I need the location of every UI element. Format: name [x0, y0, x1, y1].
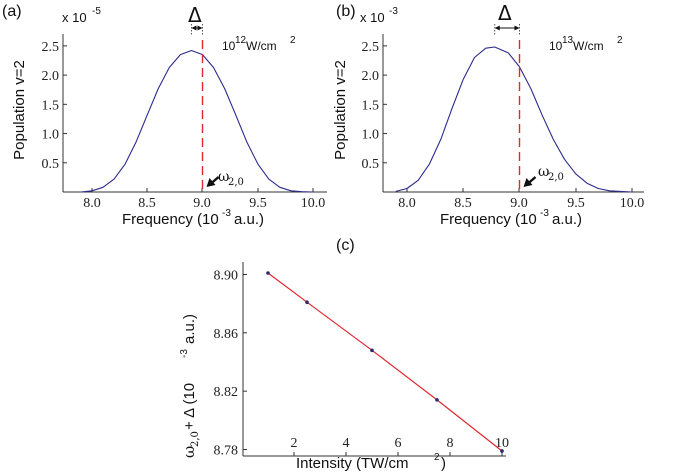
panel-a-intensity-unit: W/cm: [246, 39, 277, 53]
panel-a-scale-exp: -5: [92, 6, 101, 17]
panel-b-scale-note: x 10 -3: [360, 6, 398, 25]
panel-b-xlabel-exp: -3: [540, 208, 549, 219]
panel-b-plot: 8.0 8.5 9.0 9.5 10.0 0.5 1.0 1.5 2.0 2.5: [362, 24, 645, 211]
panel-b-omega-label: ω 2,0: [538, 164, 564, 183]
panel-a-plot: 8.0 8.5 9.0 9.5 10.0 0.5 1.0 1.5 2.0 2.5: [42, 24, 327, 211]
panel-c: (c) 2 4 6 8 10 8.78 8.82 8.86 8.90 Intensity (TW…: [179, 237, 509, 472]
panel-b-xtick-label: 9.5: [567, 196, 585, 211]
panel-c-ylabel-mid: + Δ (10: [181, 383, 198, 430]
panel-b-delta-label: Δ: [498, 1, 512, 25]
panel-b-intensity-base: 10: [549, 39, 563, 53]
panel-b-intensity-label: 10 13 W/cm 2: [549, 35, 623, 53]
panel-c-data-point: [266, 271, 270, 275]
panel-c-ytick-label: 8.82: [214, 385, 239, 400]
panel-b-ytick-label: 2.0: [362, 69, 380, 84]
panel-b-label: (b): [336, 3, 356, 20]
panel-a-xtick-label: 9.0: [193, 196, 211, 211]
panel-b-delta-arrow-left: [494, 25, 500, 31]
panel-c-ylabel-omega: ω: [180, 446, 198, 458]
panel-c-xtick-label: 6: [395, 436, 402, 451]
panel-a-xlabel-exp: -3: [222, 208, 231, 219]
panel-a-ylabel: Population v=2: [11, 60, 28, 160]
panel-b-xlabel-post: a.u.): [552, 211, 582, 228]
panel-c-xtick-label: 10: [495, 436, 509, 451]
panel-a: (a) x 10 -5 8.0 8.5 9.0 9.5 10.0 0.5 1.0 1.5 2.0…: [2, 3, 327, 228]
panel-b: (b) x 10 -3 8.0 8.5 9.0 9.5 10.0 0.5 1.0 1.5 2.0…: [332, 1, 644, 228]
panel-c-ytick-label: 8.90: [214, 269, 239, 284]
panel-c-ytick-label: 8.78: [214, 444, 239, 459]
panel-c-data-point: [500, 449, 504, 453]
panel-b-omega: ω: [538, 164, 549, 180]
panel-a-scale-note: x 10 -5: [62, 6, 101, 25]
panel-a-curve: [80, 49, 314, 193]
panel-c-xlabel-pre: Intensity (TW/cm: [296, 455, 409, 472]
panel-b-ylabel: Population v=2: [332, 60, 349, 160]
panel-a-xtick-label: 9.5: [249, 196, 267, 211]
panel-b-curve: [395, 46, 633, 193]
panel-c-ylabel-exp: -3: [179, 349, 190, 358]
panel-a-ytick-label: 2.5: [42, 40, 60, 55]
panel-c-xlabel-post: ): [441, 455, 446, 472]
panel-b-ytick-label: 1.5: [362, 98, 380, 113]
panel-c-xlabel: Intensity (TW/cm 2 ): [296, 452, 446, 472]
panel-c-xtick-label: 4: [343, 436, 350, 451]
panel-c-data-point: [435, 398, 439, 402]
panel-b-ytick-label: 2.5: [362, 40, 380, 55]
panel-a-xlabel-post: a.u.): [234, 211, 264, 228]
panel-b-xlabel-pre: Frequency (10: [440, 211, 537, 228]
panel-a-intensity-label: 10 12 W/cm 2: [222, 35, 296, 53]
panel-c-ylabel: ω 2,0 + Δ (10 -3 a.u.): [179, 314, 201, 458]
panel-a-xtick-label: 10.0: [301, 196, 326, 211]
panel-c-data-point: [305, 300, 309, 305]
panel-b-intensity-unit-exp: 2: [617, 35, 623, 46]
panel-b-scale-exp: -3: [389, 6, 398, 17]
panel-b-xlabel: Frequency (10 -3 a.u.): [440, 208, 582, 228]
panel-a-omega-sub: 2,0: [228, 177, 244, 188]
panel-a-omega-label: ω 2,0: [218, 169, 244, 188]
panel-a-xlabel: Frequency (10 -3 a.u.): [122, 208, 264, 228]
panel-a-xtick-label: 8.5: [138, 196, 156, 211]
panel-a-delta-arrow-left: [191, 25, 197, 31]
panel-b-intensity-exp: 13: [562, 35, 574, 46]
panel-a-xtick-label: 8.0: [83, 196, 101, 211]
panel-a-scale-text: x 10: [62, 10, 87, 25]
panel-a-delta-label: Δ: [188, 3, 202, 27]
panel-b-xtick-label: 8.0: [398, 196, 416, 211]
panel-a-intensity-unit-exp: 2: [290, 35, 296, 46]
panel-a-label: (a): [2, 3, 22, 20]
panel-a-ytick-label: 2.0: [42, 69, 60, 84]
panel-c-data-point: [370, 348, 374, 353]
panel-a-intensity-base: 10: [222, 39, 236, 53]
panel-a-intensity-exp: 12: [235, 35, 247, 46]
panel-c-label: (c): [336, 237, 355, 254]
panel-c-ylabel-sub: 2,0: [190, 431, 201, 447]
panel-b-delta-arrow-right: [514, 25, 520, 31]
panel-c-fit-line: [267, 272, 503, 452]
panel-b-xtick-label: 8.5: [454, 196, 472, 211]
panel-b-scale-text: x 10: [360, 10, 385, 25]
panel-b-xtick-label: 10.0: [620, 196, 645, 211]
panel-b-ytick-label: 1.0: [362, 128, 380, 143]
panel-c-plot: 2 4 6 8 10 8.78 8.82 8.86 8.90: [214, 262, 509, 459]
panel-b-omega-arrow-head: [523, 178, 533, 187]
panel-c-ylabel-post: a.u.): [181, 314, 198, 344]
panel-a-ytick-label: 0.5: [42, 157, 60, 172]
panel-a-xlabel-pre: Frequency (10: [122, 211, 219, 228]
panel-a-ytick-label: 1.0: [42, 128, 60, 143]
panel-a-omega: ω: [218, 169, 229, 185]
panel-a-ytick-label: 1.5: [42, 98, 60, 113]
panel-c-ytick-label: 8.86: [214, 327, 239, 342]
panel-b-xtick-label: 9.0: [510, 196, 528, 211]
panel-a-delta-arrow-right: [197, 25, 203, 31]
panel-b-intensity-unit: W/cm: [573, 39, 604, 53]
panel-b-omega-sub: 2,0: [548, 172, 564, 183]
panel-c-xlabel-exp: 2: [434, 452, 440, 463]
panel-c-xtick-label: 8: [447, 436, 454, 451]
panel-b-ytick-label: 0.5: [362, 157, 380, 172]
panel-c-xtick-label: 2: [291, 436, 298, 451]
panel-a-omega-arrow-head: [206, 178, 216, 187]
